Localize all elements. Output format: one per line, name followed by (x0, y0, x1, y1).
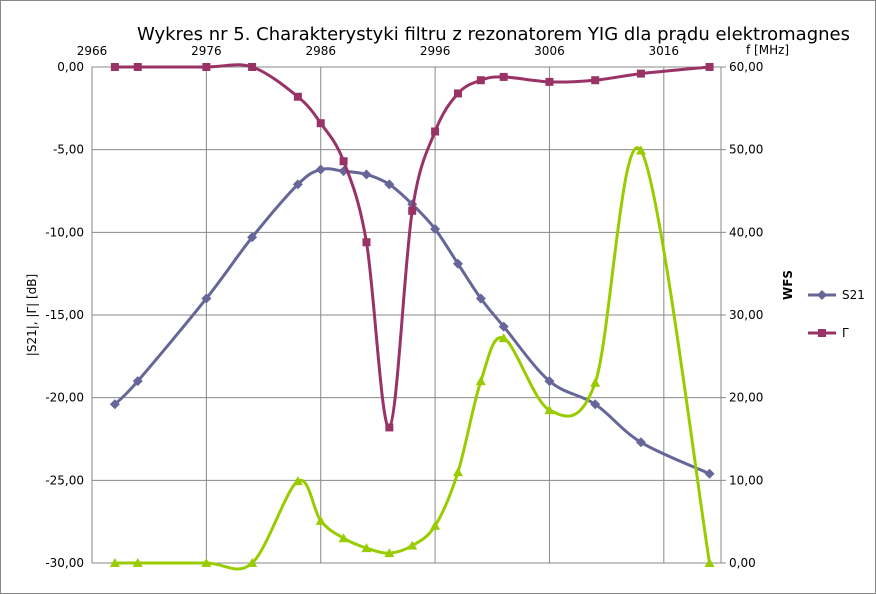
y2-tick-label: 0,00 (729, 556, 756, 570)
x-axis-label: f [MHz] (746, 43, 789, 57)
marker (475, 376, 486, 386)
marker (384, 179, 395, 190)
marker (499, 72, 508, 81)
y2-tick-label: 40,00 (729, 225, 763, 239)
marker (407, 540, 418, 550)
y2-tick-label: 20,00 (729, 391, 763, 405)
marker (590, 377, 601, 387)
x-tick-label: 2996 (420, 44, 451, 58)
marker (133, 63, 142, 71)
marker (132, 376, 143, 387)
series-line (113, 167, 711, 476)
y-axis-label: |S21|, |Γ| [dB] (25, 274, 39, 356)
marker (293, 92, 302, 101)
marker (453, 89, 462, 98)
marker (452, 258, 463, 269)
marker (361, 169, 372, 180)
x-tick-label: 3006 (534, 44, 565, 58)
marker (362, 238, 371, 247)
marker (201, 558, 212, 567)
marker (132, 558, 143, 567)
marker (202, 63, 211, 71)
marker (385, 423, 394, 432)
x-tick-label: 2976 (191, 44, 222, 58)
marker (635, 145, 646, 155)
marker (498, 321, 509, 332)
marker (636, 69, 645, 78)
marker (590, 399, 601, 410)
marker (361, 543, 372, 553)
y2-tick-label: 60,00 (729, 60, 763, 74)
y-tick-label: -10,00 (45, 225, 84, 239)
marker (452, 467, 463, 477)
y-tick-label: -30,00 (45, 556, 84, 570)
marker (705, 63, 714, 71)
marker (339, 157, 348, 166)
marker (316, 119, 325, 128)
y-tick-label: 0,00 (57, 60, 84, 74)
marker (818, 329, 826, 337)
y-tick-label: -5,00 (53, 143, 84, 157)
y-tick-label: -20,00 (45, 391, 84, 405)
marker (704, 468, 715, 479)
y2-axis-label: WFS (781, 270, 795, 300)
marker (704, 558, 715, 567)
marker (109, 558, 120, 567)
marker (498, 333, 509, 343)
marker (292, 476, 303, 486)
y2-tick-label: 10,00 (729, 473, 763, 487)
marker (292, 179, 303, 190)
marker (431, 127, 440, 136)
marker (591, 76, 600, 85)
marker (315, 515, 326, 525)
marker (475, 293, 486, 304)
legend-label: S21 (842, 288, 865, 302)
legend-label: Γ (842, 326, 849, 340)
x-tick-label: 3016 (649, 44, 680, 58)
marker (476, 76, 485, 85)
marker (817, 290, 827, 300)
y-tick-label: -15,00 (45, 308, 84, 322)
marker (544, 405, 555, 415)
marker (110, 63, 119, 71)
marker (338, 533, 349, 543)
x-tick-label: 2986 (305, 44, 336, 58)
y-tick-label: -25,00 (45, 473, 84, 487)
chart-title: Wykres nr 5. Charakterystyki filtru z re… (137, 24, 850, 45)
y2-tick-label: 50,00 (729, 143, 763, 157)
marker (545, 77, 554, 86)
marker (247, 558, 258, 567)
x-tick-label: 2966 (77, 44, 108, 58)
y2-tick-label: 30,00 (729, 308, 763, 322)
marker (430, 520, 441, 530)
marker (109, 399, 120, 410)
marker (430, 224, 441, 235)
marker (384, 548, 395, 558)
marker (315, 164, 326, 175)
marker (248, 63, 257, 71)
marker (635, 437, 646, 448)
marker (408, 206, 417, 215)
series-line (114, 146, 712, 571)
marker (247, 232, 258, 243)
marker (544, 376, 555, 387)
marker (201, 293, 212, 304)
